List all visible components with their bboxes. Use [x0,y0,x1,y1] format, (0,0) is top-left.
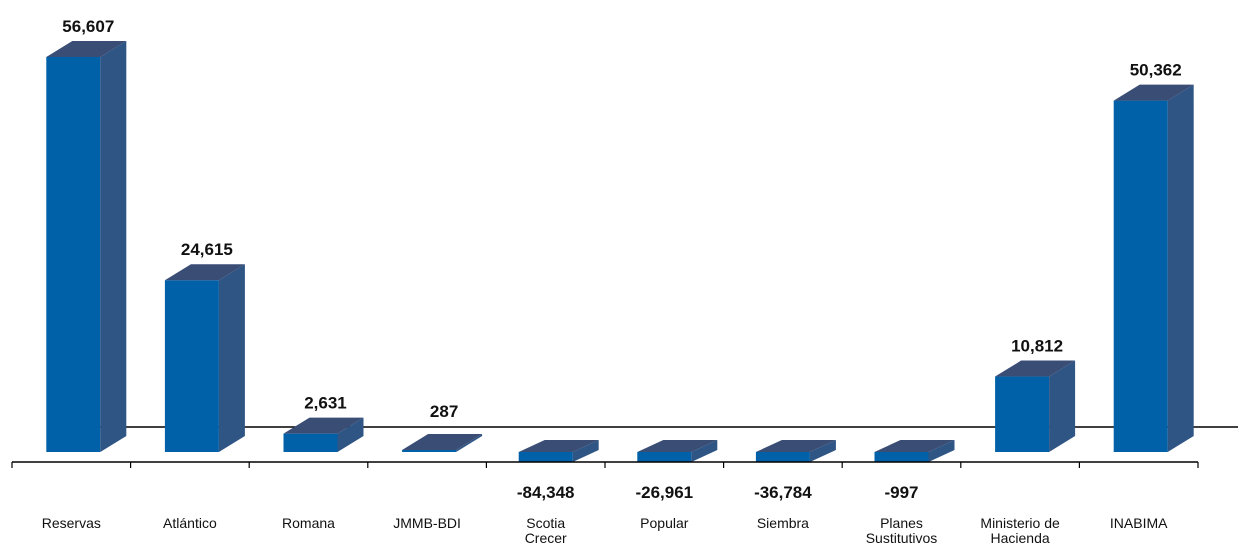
category-labels: Reservas Atlántico Romana JMMB-BDI Scotia Cre… [42,515,1168,546]
bar-top [637,440,718,452]
bar-inabima [1113,84,1194,452]
bar-side [809,440,836,462]
bar-front [874,452,929,462]
category-label-line: INABIMA [1110,515,1168,531]
category-label-line: Planes [880,515,923,531]
bar-side [572,440,599,462]
value-label: -84,348 [517,483,575,502]
category-label-line: Ministerio de [980,515,1060,531]
category-label: JMMB-BDI [393,515,461,531]
bar-front [1113,100,1168,452]
bar-top [518,440,599,452]
bar-siembra [755,440,836,462]
bar-side [1049,360,1076,452]
value-label: 24,615 [181,240,233,259]
bar-side [928,440,955,462]
bar-planes-sustitutivos [874,440,955,462]
bar-top [46,41,127,57]
category-label-line: Romana [282,515,335,531]
bar-top [164,264,245,281]
bar-top [755,440,836,452]
bar-side [456,433,483,452]
bar-side [1167,84,1194,452]
bar-top [874,440,955,452]
bar-side [218,264,245,452]
category-label-line: Atlántico [163,515,217,531]
bar-side [337,417,364,452]
category-label-line: Crecer [525,530,567,546]
category-label: Scotia Crecer [525,515,567,546]
category-label: Popular [640,515,689,531]
bar-front [995,376,1050,452]
category-label-line: Scotia [526,515,565,531]
bar-front [402,449,457,452]
value-label: 56,607 [62,17,114,36]
value-label: 50,362 [1130,61,1182,80]
bar-popular [637,440,718,462]
bar-front [518,452,573,462]
value-label: -36,784 [754,483,812,502]
value-label: 287 [430,402,458,421]
category-label: Siembra [757,515,809,531]
category-label: Atlántico [163,515,217,531]
bar-ministerio-de-hacienda [995,360,1076,452]
bar-top [995,360,1076,377]
category-label: Ministerio de Hacienda [980,515,1060,546]
bar-scotia-crecer [518,440,599,462]
category-label-line: Reservas [42,515,101,531]
bar-front [46,57,101,452]
bar-reservas [46,41,127,452]
category-label-line: Siembra [757,515,809,531]
category-label: Romana [282,515,335,531]
bar-side [100,41,127,452]
value-labels: 56,607 24,615 2,631 287 -84,348 -26,961 -36,78… [62,17,1181,502]
category-label-line: Popular [640,515,689,531]
value-label: -997 [884,483,918,502]
category-label: Reservas [42,515,101,531]
bar-side [691,440,718,462]
bar-front [637,452,692,462]
bar-top [402,433,483,450]
bar-top [1113,84,1194,101]
bar-top [283,417,364,434]
category-label: INABIMA [1110,515,1168,531]
bar-front [164,280,219,452]
category-label-line: Sustitutivos [866,530,938,546]
bars-group [46,41,1194,462]
value-label: -26,961 [635,483,693,502]
bar-atl-ntico [164,264,245,452]
bar-romana [283,417,364,452]
bar-jmmb-bdi [402,433,483,452]
value-label: 2,631 [304,394,347,413]
bar-front [283,433,338,452]
category-label-line: Hacienda [991,530,1050,546]
category-label-line: JMMB-BDI [393,515,461,531]
bar-front [755,452,810,462]
category-ticks [11,462,1199,468]
category-label: Planes Sustitutivos [866,515,938,546]
value-label: 10,812 [1011,337,1063,356]
